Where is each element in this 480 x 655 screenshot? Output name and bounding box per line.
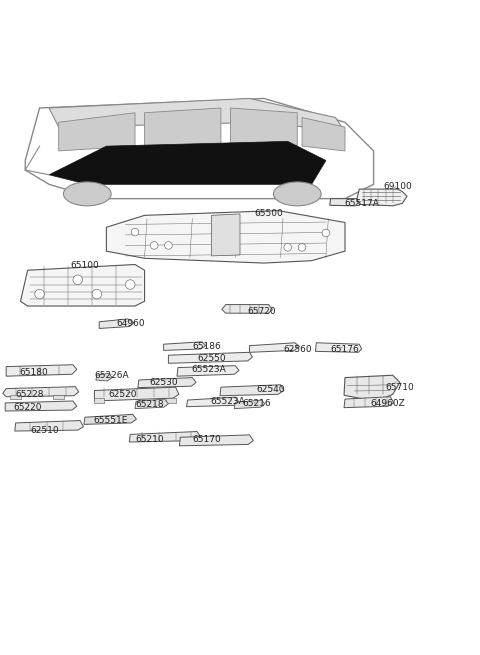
Polygon shape [220, 384, 284, 396]
Bar [53, 395, 64, 399]
Polygon shape [107, 210, 345, 263]
Polygon shape [330, 198, 359, 206]
Text: 65226A: 65226A [95, 371, 130, 380]
Text: 65500: 65500 [254, 210, 283, 218]
Text: 65523A: 65523A [211, 397, 245, 406]
Polygon shape [49, 98, 345, 132]
Text: 65186: 65186 [192, 342, 221, 351]
Polygon shape [135, 399, 168, 409]
Text: 65216: 65216 [242, 400, 271, 408]
Text: 62540: 62540 [257, 385, 285, 394]
Polygon shape [357, 189, 407, 206]
Polygon shape [177, 365, 239, 376]
Text: 65523A: 65523A [192, 365, 227, 373]
Text: 65100: 65100 [71, 261, 99, 270]
Polygon shape [129, 432, 201, 442]
Polygon shape [187, 397, 239, 407]
Circle shape [73, 275, 83, 284]
Polygon shape [180, 435, 253, 446]
Polygon shape [315, 343, 362, 352]
Text: 65720: 65720 [247, 307, 276, 316]
Bar [166, 398, 176, 403]
Text: 62560: 62560 [283, 345, 312, 354]
Text: 65517A: 65517A [344, 199, 379, 208]
Polygon shape [168, 352, 252, 364]
Polygon shape [49, 141, 326, 184]
Polygon shape [6, 365, 77, 376]
Polygon shape [302, 117, 345, 151]
Text: 65210: 65210 [135, 435, 164, 444]
Ellipse shape [274, 182, 321, 206]
Circle shape [322, 229, 330, 237]
Polygon shape [211, 214, 240, 256]
Circle shape [165, 242, 172, 250]
Polygon shape [138, 378, 196, 388]
Text: 65170: 65170 [192, 435, 221, 444]
Polygon shape [144, 108, 221, 146]
Circle shape [131, 228, 139, 236]
Text: 65228: 65228 [16, 390, 44, 399]
Text: 62530: 62530 [149, 378, 178, 387]
Circle shape [35, 290, 44, 299]
Bar [95, 398, 104, 403]
Text: 69100: 69100 [383, 182, 412, 191]
Text: 64960Z: 64960Z [371, 400, 405, 408]
Polygon shape [21, 265, 144, 306]
Polygon shape [15, 421, 84, 431]
Polygon shape [230, 108, 297, 146]
Text: 62510: 62510 [30, 426, 59, 435]
Polygon shape [99, 319, 134, 328]
Circle shape [125, 280, 135, 290]
Text: 62550: 62550 [197, 354, 226, 363]
Circle shape [284, 244, 291, 251]
Text: 64960: 64960 [116, 319, 144, 328]
Polygon shape [344, 397, 394, 407]
Circle shape [92, 290, 102, 299]
Text: 65180: 65180 [20, 368, 48, 377]
Polygon shape [95, 387, 179, 401]
Text: 65551E: 65551E [93, 416, 127, 425]
Polygon shape [3, 386, 79, 397]
Circle shape [298, 244, 306, 251]
Polygon shape [344, 375, 400, 402]
Text: 65218: 65218 [135, 400, 164, 409]
Polygon shape [234, 400, 265, 409]
Polygon shape [59, 113, 135, 151]
Text: 62520: 62520 [109, 390, 137, 399]
Bar [10, 395, 22, 399]
Circle shape [150, 242, 158, 250]
Text: 65220: 65220 [13, 403, 42, 412]
Polygon shape [96, 373, 112, 381]
Ellipse shape [63, 182, 111, 206]
Polygon shape [5, 401, 77, 411]
Polygon shape [222, 305, 273, 313]
Polygon shape [250, 343, 300, 352]
Polygon shape [164, 342, 205, 350]
Polygon shape [84, 415, 136, 424]
Text: 65710: 65710 [385, 383, 414, 392]
Text: 65176: 65176 [331, 345, 360, 354]
